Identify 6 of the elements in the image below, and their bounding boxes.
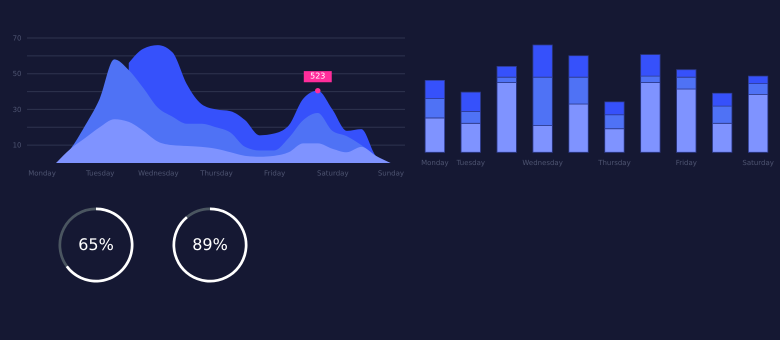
annotation: 523 [310,72,326,81]
donut-slice [172,208,248,282]
data-label: 65% [78,235,114,254]
data-label: 89% [192,235,228,254]
donut-slice [186,208,210,218]
donut-slice [66,208,134,282]
